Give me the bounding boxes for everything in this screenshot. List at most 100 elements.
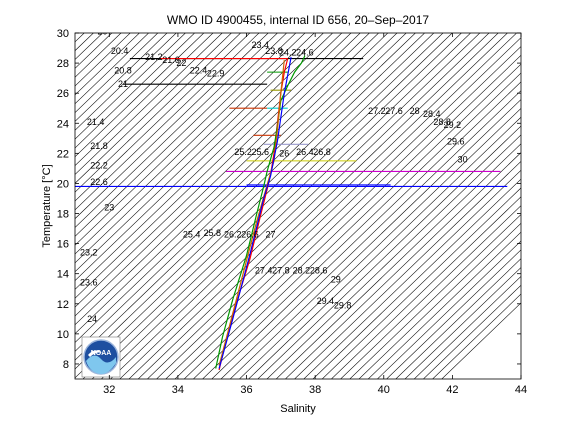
x-tick-label: 32 bbox=[103, 384, 115, 396]
isopycnal-line bbox=[75, 33, 168, 122]
isopycnal-line bbox=[75, 33, 287, 237]
contour-label: 29.2 bbox=[444, 120, 462, 130]
isopycnal-line bbox=[75, 33, 370, 317]
contour-label: 26.8 bbox=[313, 147, 331, 157]
isopycnal-line bbox=[165, 37, 521, 379]
isopycnal-line bbox=[395, 258, 521, 379]
isopycnal-line bbox=[340, 205, 521, 379]
contour-label: 25.2 bbox=[234, 147, 252, 157]
x-tick-label: 40 bbox=[378, 384, 390, 396]
contour-label: 21.4 bbox=[87, 117, 105, 127]
isopycnal-line bbox=[75, 33, 76, 34]
isopycnal-line bbox=[404, 267, 521, 379]
y-tick-label: 14 bbox=[57, 269, 69, 281]
contour-label: 24 bbox=[87, 314, 97, 324]
isopycnal-line bbox=[220, 90, 521, 379]
contour-label: 29.8 bbox=[334, 300, 352, 310]
contour-label: 27.4 bbox=[255, 266, 273, 276]
contour-label: 22 bbox=[176, 58, 186, 68]
isopycnal-line bbox=[75, 33, 361, 308]
contour-label: 22.4 bbox=[190, 66, 208, 76]
contour-label: 21 bbox=[118, 79, 128, 89]
isopycnal-line bbox=[75, 33, 388, 335]
isopycnal-line bbox=[75, 33, 425, 370]
y-tick-label: 12 bbox=[57, 299, 69, 311]
isopycnal-line bbox=[75, 33, 306, 255]
isopycnal-line bbox=[75, 33, 416, 361]
contour-label: 26.4 bbox=[296, 147, 314, 157]
contour-label: 27.2 bbox=[368, 106, 386, 116]
contour-label: 28.2 bbox=[293, 266, 311, 276]
isopycnal-line bbox=[75, 33, 269, 220]
isopycnal-line bbox=[75, 33, 158, 113]
isopycnal-line bbox=[377, 240, 521, 379]
contour-label: 28.8 bbox=[433, 117, 451, 127]
isopycnal-line bbox=[303, 169, 521, 379]
contour-label: 23.8 bbox=[265, 46, 283, 56]
isopycnal-line bbox=[92, 33, 453, 379]
density-contour-labels: 20 20.4 20.8 21 21.4 21.8 22.2 22.6 23 23.2 23.6 24… bbox=[80, 27, 468, 324]
isopycnal-line bbox=[0, 33, 20, 379]
isopycnal-line bbox=[0, 33, 66, 379]
y-axis-ticks: 8 10 12 14 16 18 20 22 24 26 28 30 bbox=[57, 28, 521, 371]
isopycnal-line bbox=[322, 187, 521, 379]
x-axis-ticks: 32 34 36 38 40 42 44 bbox=[103, 33, 527, 396]
isopycnal-line bbox=[257, 125, 521, 379]
isopycnal-line bbox=[276, 143, 521, 379]
y-tick-label: 26 bbox=[57, 88, 69, 100]
x-tick-label: 34 bbox=[172, 384, 184, 396]
contour-label: 22.9 bbox=[207, 69, 225, 79]
contour-label: 24.6 bbox=[296, 48, 314, 58]
isopycnal-line bbox=[75, 33, 241, 193]
isopycnal-line bbox=[0, 33, 1, 379]
isopycnal-line bbox=[147, 33, 508, 379]
density-contours bbox=[0, 33, 521, 379]
isopycnal-line bbox=[75, 33, 177, 131]
isopycnal-line bbox=[75, 33, 195, 149]
contour-label: 30 bbox=[458, 154, 468, 164]
contour-label: 28 bbox=[410, 106, 420, 116]
isopycnal-line bbox=[193, 63, 521, 379]
isopycnal-line bbox=[174, 46, 521, 379]
isopycnal-line bbox=[75, 33, 296, 246]
contour-label: 20.4 bbox=[111, 46, 129, 56]
isopycnal-line bbox=[423, 284, 521, 379]
profile-line bbox=[218, 60, 285, 366]
isopycnal-line bbox=[202, 72, 521, 379]
x-tick-label: 44 bbox=[515, 384, 527, 396]
contour-label: 22.2 bbox=[90, 160, 108, 170]
isopycnal-line bbox=[0, 33, 38, 379]
isopycnal-line bbox=[239, 107, 521, 379]
isopycnal-line bbox=[75, 33, 315, 264]
contour-label: 24.2 bbox=[279, 48, 297, 58]
contour-label: 26.2 bbox=[224, 230, 242, 240]
isopycnal-line bbox=[75, 33, 232, 184]
y-tick-label: 16 bbox=[57, 239, 69, 251]
isopycnal-line bbox=[75, 33, 223, 175]
x-tick-label: 42 bbox=[446, 384, 458, 396]
isopycnal-line bbox=[75, 33, 379, 326]
isopycnal-line bbox=[75, 33, 214, 167]
isopycnal-line bbox=[230, 99, 521, 379]
contour-label: 25.6 bbox=[251, 147, 269, 157]
contour-label: 20 bbox=[97, 27, 107, 37]
y-tick-label: 28 bbox=[57, 58, 69, 70]
isopycnal-line bbox=[110, 33, 471, 379]
isopycnal-line bbox=[75, 33, 278, 228]
isopycnal-line bbox=[119, 33, 480, 379]
isopycnal-line bbox=[211, 81, 521, 379]
isopycnal-line bbox=[138, 33, 499, 379]
isopycnal-line bbox=[441, 302, 521, 379]
isopycnal-line bbox=[75, 33, 434, 379]
contour-label: 20.8 bbox=[114, 66, 132, 76]
contour-label: 27.8 bbox=[272, 266, 290, 276]
x-tick-label: 38 bbox=[309, 384, 321, 396]
isopycnal-line bbox=[285, 152, 521, 379]
svg-text:NOAA: NOAA bbox=[91, 350, 112, 357]
contour-label: 27 bbox=[266, 230, 276, 240]
contour-label: 25.8 bbox=[203, 228, 221, 238]
isopycnal-line bbox=[75, 33, 204, 158]
isopycnal-line bbox=[128, 33, 490, 379]
